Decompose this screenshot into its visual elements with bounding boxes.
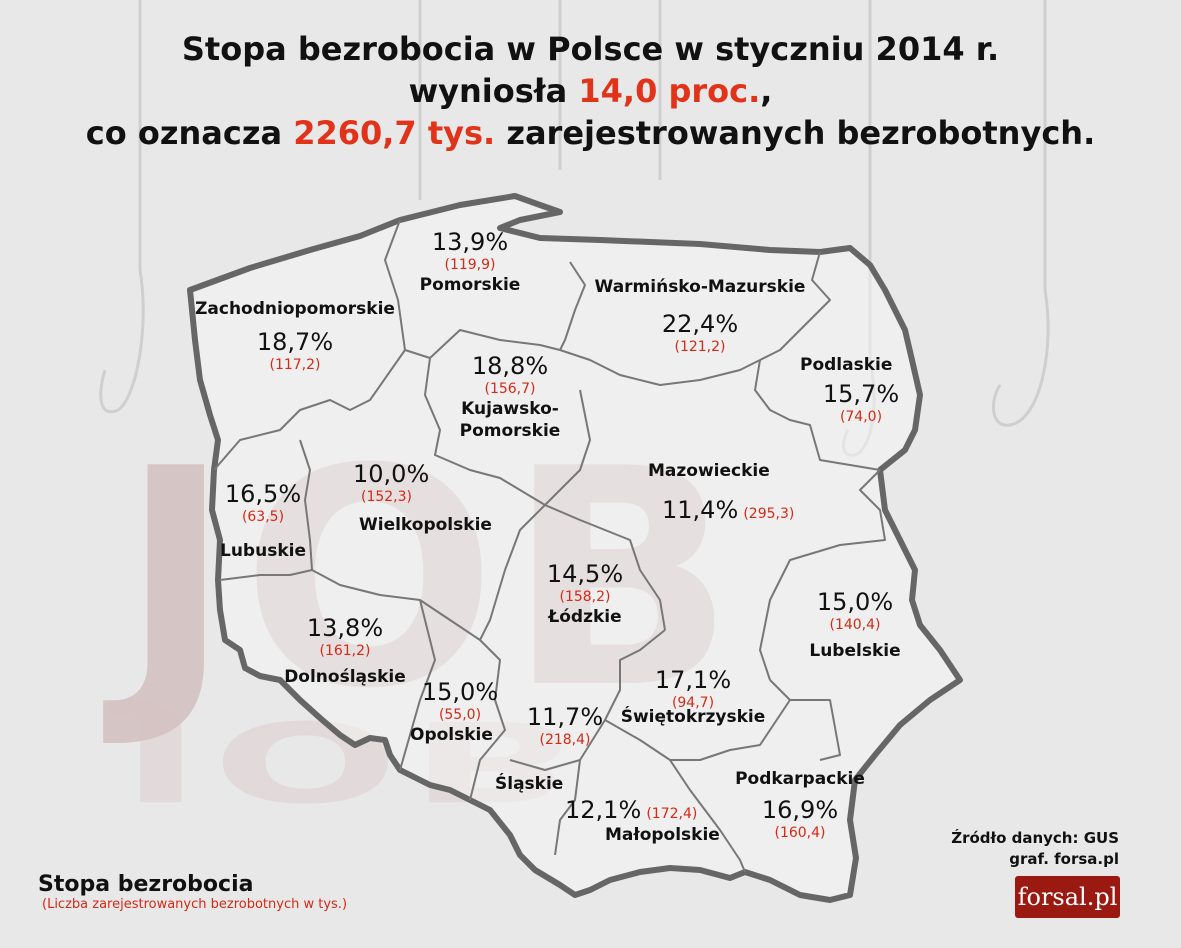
region-rate: 14,5% [546, 560, 624, 588]
region-rate: 11,4% [662, 496, 739, 524]
region-rate: 13,8% [306, 614, 384, 642]
region-opolskie: 15,0% (55,0) Opolskie [405, 678, 515, 746]
region-name: Pomorskie [419, 275, 521, 295]
region-rate: 22,4% [661, 310, 739, 338]
region-name: Warmińsko-Mazurskie [594, 277, 806, 297]
region-rate: 13,9% [431, 228, 509, 256]
region-name: Wielkopolskie [359, 515, 492, 535]
region-values: 12,1% (172,4) [565, 796, 735, 824]
title-count-highlight: 2260,7 tys. [293, 114, 496, 152]
region-rate: 15,7% [822, 380, 900, 408]
legend: Stopa bezrobocia (Liczba zarejestrowanyc… [38, 872, 347, 912]
region-swietokrzyskie: 17,1% (94,7) Świętokrzyskie [618, 666, 768, 728]
region-count: (74,0) [839, 409, 883, 425]
region-count: (119,9) [444, 257, 496, 273]
region-rate: 10,0% [353, 460, 430, 488]
region-kujawsko-pomorskie: 18,8% (156,7) Kujawsko- Pomorskie [440, 352, 580, 442]
region-rate: 15,0% [816, 588, 894, 616]
region-count: (117,2) [269, 357, 321, 373]
region-name-line-1: Kujawsko- [461, 399, 559, 419]
region-name: Lubelskie [809, 641, 901, 661]
region-count: (158,2) [559, 589, 611, 605]
source-line-1: Źródło danych: GUS [951, 829, 1119, 847]
region-name: Śląskie [495, 774, 564, 794]
region-pomorskie: 13,9% (119,9) Pomorskie [410, 228, 530, 296]
region-name: Zachodniopomorskie [195, 299, 395, 319]
region-slaskie: 11,7% (218,4) Śląskie [495, 703, 615, 795]
region-count: (161,2) [319, 643, 371, 659]
legend-title: Stopa bezrobocia [38, 872, 254, 897]
region-malopolskie: 12,1% (172,4) Małopolskie [565, 796, 735, 846]
region-name: Świętokrzyskie [620, 707, 766, 727]
region-name: Opolskie [410, 725, 493, 745]
source-credit: Źródło danych: GUS graf. forsa.pl [951, 828, 1119, 870]
region-mazowieckie: Mazowieckie 11,4% (295,3) [648, 460, 828, 524]
title-line-3: co oznacza 2260,7 tys. zarejestrowanych … [0, 112, 1181, 154]
region-count: (121,2) [674, 339, 726, 355]
region-podlaskie: Podlaskie 15,7% (74,0) [785, 354, 915, 426]
region-rate: 17,1% [654, 666, 732, 694]
region-name: Małopolskie [605, 825, 720, 845]
region-values: 11,4% (295,3) [648, 496, 828, 524]
region-rate: 16,9% [761, 796, 839, 824]
region-count: (172,4) [646, 806, 698, 822]
region-lubelskie: 15,0% (140,4) Lubelskie [800, 588, 910, 662]
region-rate: 12,1% [565, 796, 642, 824]
region-name: Dolnośląskie [284, 667, 406, 687]
title-line-2-pre: wyniosła [408, 72, 568, 110]
region-rate: 15,0% [421, 678, 499, 706]
region-count: (156,7) [484, 381, 536, 397]
poland-outline [187, 193, 963, 903]
region-rate: 18,7% [256, 328, 334, 356]
title-rate-highlight: 14,0 proc. [578, 72, 761, 110]
region-name: Podlaskie [800, 355, 893, 375]
forsal-logo: forsal.pl [1015, 876, 1120, 918]
title-line-3-pre: co oznacza [85, 114, 283, 152]
region-count: (63,5) [241, 509, 285, 525]
title-line-3-post: zarejestrowanych bezrobotnych. [506, 114, 1096, 152]
title-line-2-post: , [760, 72, 773, 110]
title-line-2: wyniosła 14,0 proc., [0, 70, 1181, 112]
region-rate: 18,8% [471, 352, 549, 380]
region-warminsko-mazurskie: Warmińsko-Mazurskie 22,4% (121,2) [590, 276, 810, 356]
region-name: Łódzkie [548, 607, 622, 627]
region-rate: 11,7% [526, 703, 604, 731]
region-name: Lubuskie [220, 541, 306, 561]
region-lubuskie: 16,5% (63,5) Lubuskie [208, 480, 318, 562]
region-count: (55,0) [438, 707, 482, 723]
region-dolnoslaskie: 13,8% (161,2) Dolnośląskie [280, 614, 410, 688]
region-count: (140,4) [829, 617, 881, 633]
region-name-line-2: Pomorskie [459, 421, 561, 441]
region-lodzkie: 14,5% (158,2) Łódzkie [530, 560, 640, 628]
region-count: (152,3) [361, 489, 413, 505]
region-wielkopolskie: 10,0% (152,3) Wielkopolskie [345, 460, 505, 536]
region-name: Mazowieckie [648, 461, 770, 481]
region-count: (94,7) [671, 695, 715, 711]
legend-subtitle: (Liczba zarejestrowanych bezrobotnych w … [42, 897, 348, 912]
region-count: (160,4) [774, 825, 826, 841]
region-zachodniopomorskie: Zachodniopomorskie 18,7% (117,2) [195, 298, 395, 374]
region-count: (218,4) [539, 732, 591, 748]
title-line-1: Stopa bezrobocia w Polsce w styczniu 201… [181, 30, 1000, 68]
region-podkarpackie: Podkarpackie 16,9% (160,4) [735, 768, 865, 842]
region-name: Podkarpackie [735, 769, 865, 789]
region-rate: 16,5% [224, 480, 302, 508]
source-line-2: graf. forsa.pl [1009, 850, 1119, 868]
region-count: (295,3) [743, 506, 795, 522]
